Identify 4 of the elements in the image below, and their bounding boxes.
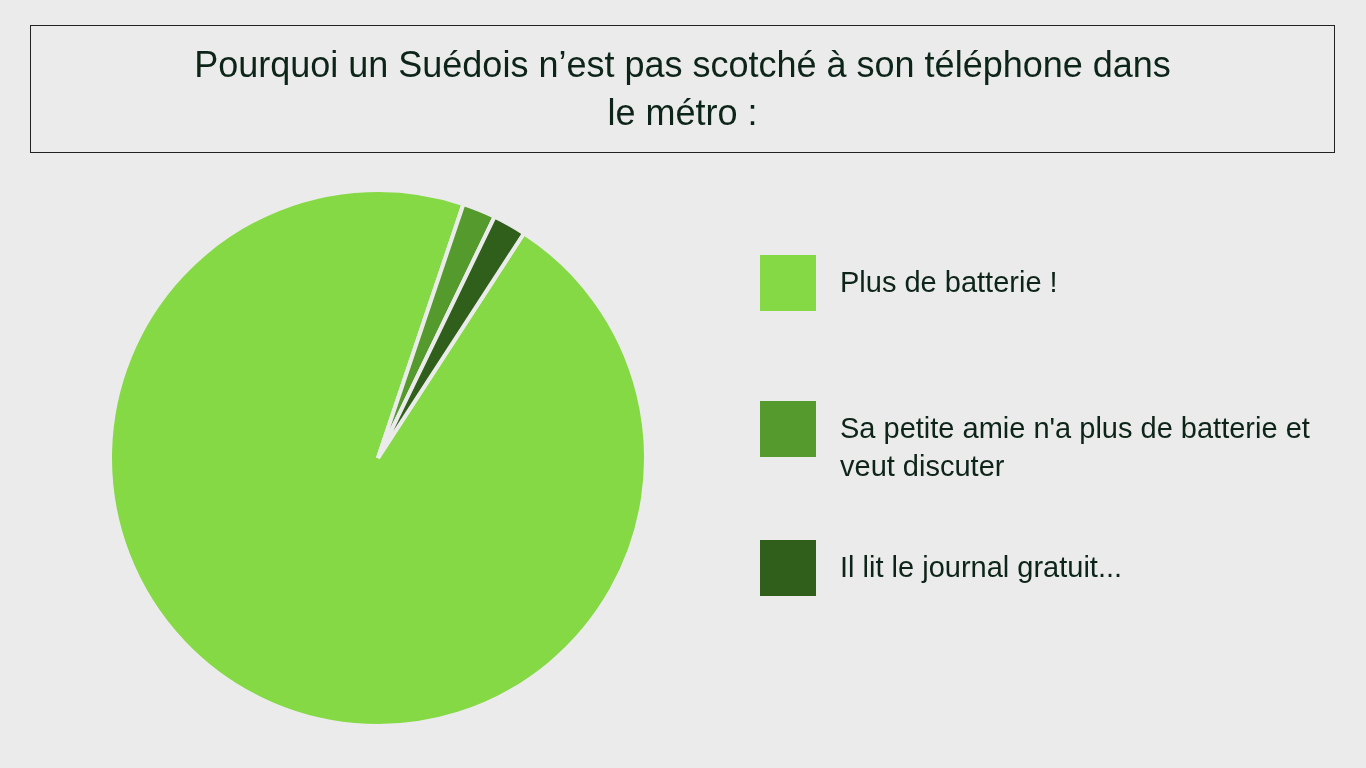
legend-label: Plus de batterie !	[840, 265, 1059, 300]
chart-title: Pourquoi un Suédois n’est pas scotché à son téléphone dans le métro :	[30, 25, 1335, 153]
legend-label: Sa petite amie n'a plus de batterie et veut discuter	[840, 411, 1311, 484]
legend-label: Il lit le journal gratuit...	[840, 550, 1124, 585]
